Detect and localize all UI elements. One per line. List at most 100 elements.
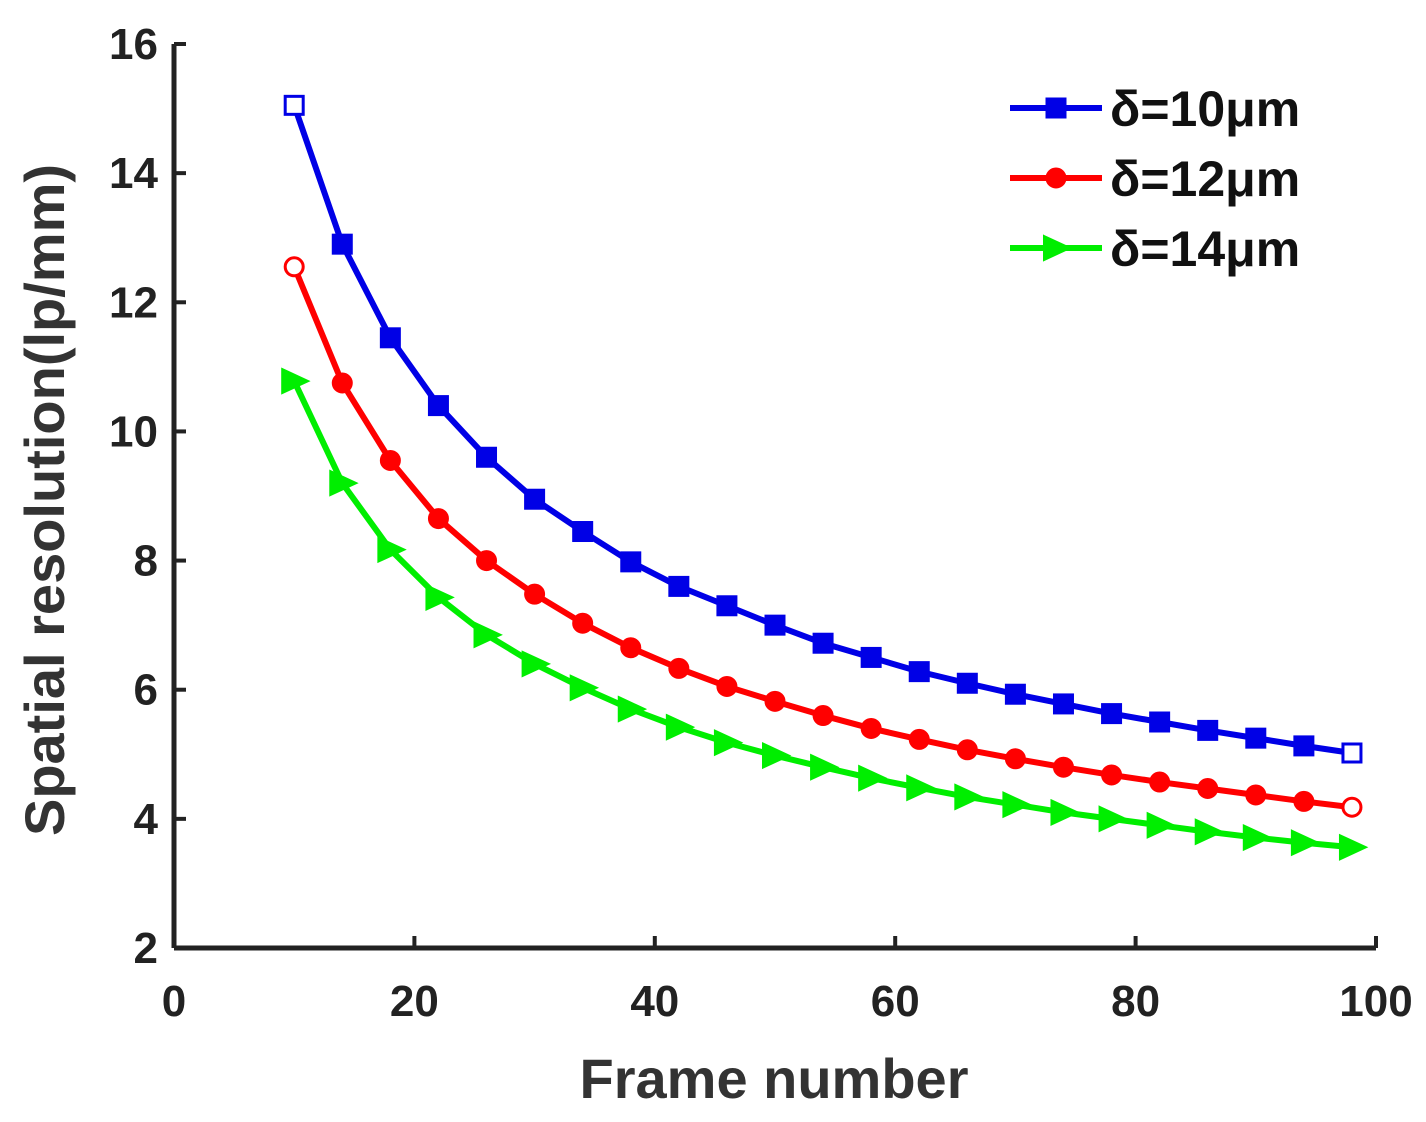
legend-item-1: δ=10μm: [1010, 81, 1300, 137]
data-point: [1098, 805, 1128, 833]
data-point: [476, 550, 498, 572]
data-point: [1293, 790, 1315, 812]
data-point: [762, 742, 792, 770]
data-point: [521, 650, 551, 678]
x-tick-label: 20: [390, 977, 439, 1026]
data-point: [908, 661, 930, 683]
data-point: [1101, 703, 1123, 725]
data-point: [764, 614, 786, 636]
data-point: [427, 395, 449, 417]
data-point: [425, 583, 455, 611]
legend-label: δ=12μm: [1110, 151, 1300, 207]
data-point: [331, 233, 353, 255]
data-point: [812, 705, 834, 727]
axes: 0 20 40 60 80 100 2 4 6 8 10 12 14 16: [109, 20, 1413, 1026]
data-point: [379, 327, 401, 349]
x-tick-label: 0: [162, 977, 186, 1026]
y-tick-label: 12: [109, 278, 158, 327]
data-point: [620, 637, 642, 659]
data-point: [1293, 735, 1315, 757]
data-point: [476, 446, 498, 468]
data-point: [954, 783, 984, 811]
data-point: [620, 551, 642, 573]
series-line: [291, 379, 1353, 851]
data-point: [1194, 818, 1225, 846]
legend-label: δ=10μm: [1110, 81, 1300, 137]
data-point: [764, 690, 786, 712]
data-point: [1101, 764, 1123, 786]
data-point: [668, 657, 690, 679]
data-point: [716, 595, 738, 617]
data-point: [908, 728, 930, 750]
data-point: [283, 256, 305, 278]
legend-label: δ=14μm: [1110, 221, 1300, 277]
data-point: [1290, 829, 1321, 857]
data-point: [1245, 727, 1267, 749]
data-point: [812, 632, 834, 654]
y-axis-title: Spatial resolution(lp/mm): [13, 164, 76, 836]
data-point: [860, 646, 882, 668]
data-point: [1052, 756, 1074, 778]
data-point: [329, 469, 359, 497]
data-point: [1197, 778, 1219, 800]
data-point: [665, 713, 696, 741]
y-tick-label: 2: [134, 924, 158, 973]
x-tick-label: 60: [871, 977, 920, 1026]
y-tick-label: 16: [109, 20, 158, 69]
x-tick-label: 100: [1339, 977, 1412, 1026]
data-point: [379, 449, 401, 471]
legend: δ=10μm δ=12μm δ=14μm: [1010, 81, 1300, 277]
data-point: [283, 94, 305, 116]
data-point: [1149, 771, 1171, 793]
data-point: [1004, 683, 1026, 705]
data-point: [572, 612, 594, 634]
data-point: [524, 488, 546, 510]
data-point: [1146, 811, 1177, 839]
y-tick-label: 10: [109, 407, 158, 456]
data-point: [1004, 748, 1026, 770]
data-point: [1341, 796, 1363, 818]
data-point: [1242, 824, 1273, 852]
x-axis-title: Frame number: [580, 1047, 969, 1110]
data-point: [1052, 693, 1074, 715]
y-tick-label: 14: [109, 149, 158, 198]
x-tick-label: 80: [1111, 977, 1160, 1026]
data-point: [713, 729, 744, 757]
legend-marker: [1045, 97, 1067, 119]
series-2: [283, 256, 1363, 818]
y-tick-label: 6: [134, 666, 158, 715]
data-point: [473, 621, 503, 649]
series-layer: [281, 94, 1369, 861]
data-point: [1341, 742, 1363, 764]
data-point: [569, 674, 600, 702]
data-point: [1002, 791, 1032, 819]
data-point: [860, 717, 882, 739]
y-tick-label: 8: [134, 537, 158, 586]
data-point: [906, 774, 936, 802]
data-point: [1149, 711, 1171, 733]
data-point: [858, 764, 888, 792]
data-point: [617, 695, 648, 723]
data-point: [1338, 833, 1369, 861]
data-point: [1050, 798, 1080, 826]
legend-marker: [1043, 234, 1073, 262]
series-1: [283, 94, 1363, 764]
data-point: [331, 372, 353, 394]
data-point: [810, 753, 840, 781]
data-point: [427, 508, 449, 530]
data-point: [377, 536, 407, 564]
legend-marker: [1045, 167, 1067, 189]
legend-item-3: δ=14μm: [1010, 221, 1300, 277]
data-point: [281, 367, 311, 395]
data-point: [956, 739, 978, 761]
series-3: [281, 367, 1369, 861]
data-point: [572, 521, 594, 543]
data-point: [1197, 719, 1219, 741]
data-point: [956, 672, 978, 694]
data-point: [668, 575, 690, 597]
legend-item-2: δ=12μm: [1010, 151, 1300, 207]
data-point: [716, 675, 738, 697]
y-tick-label: 4: [134, 795, 159, 844]
x-tick-label: 40: [630, 977, 679, 1026]
